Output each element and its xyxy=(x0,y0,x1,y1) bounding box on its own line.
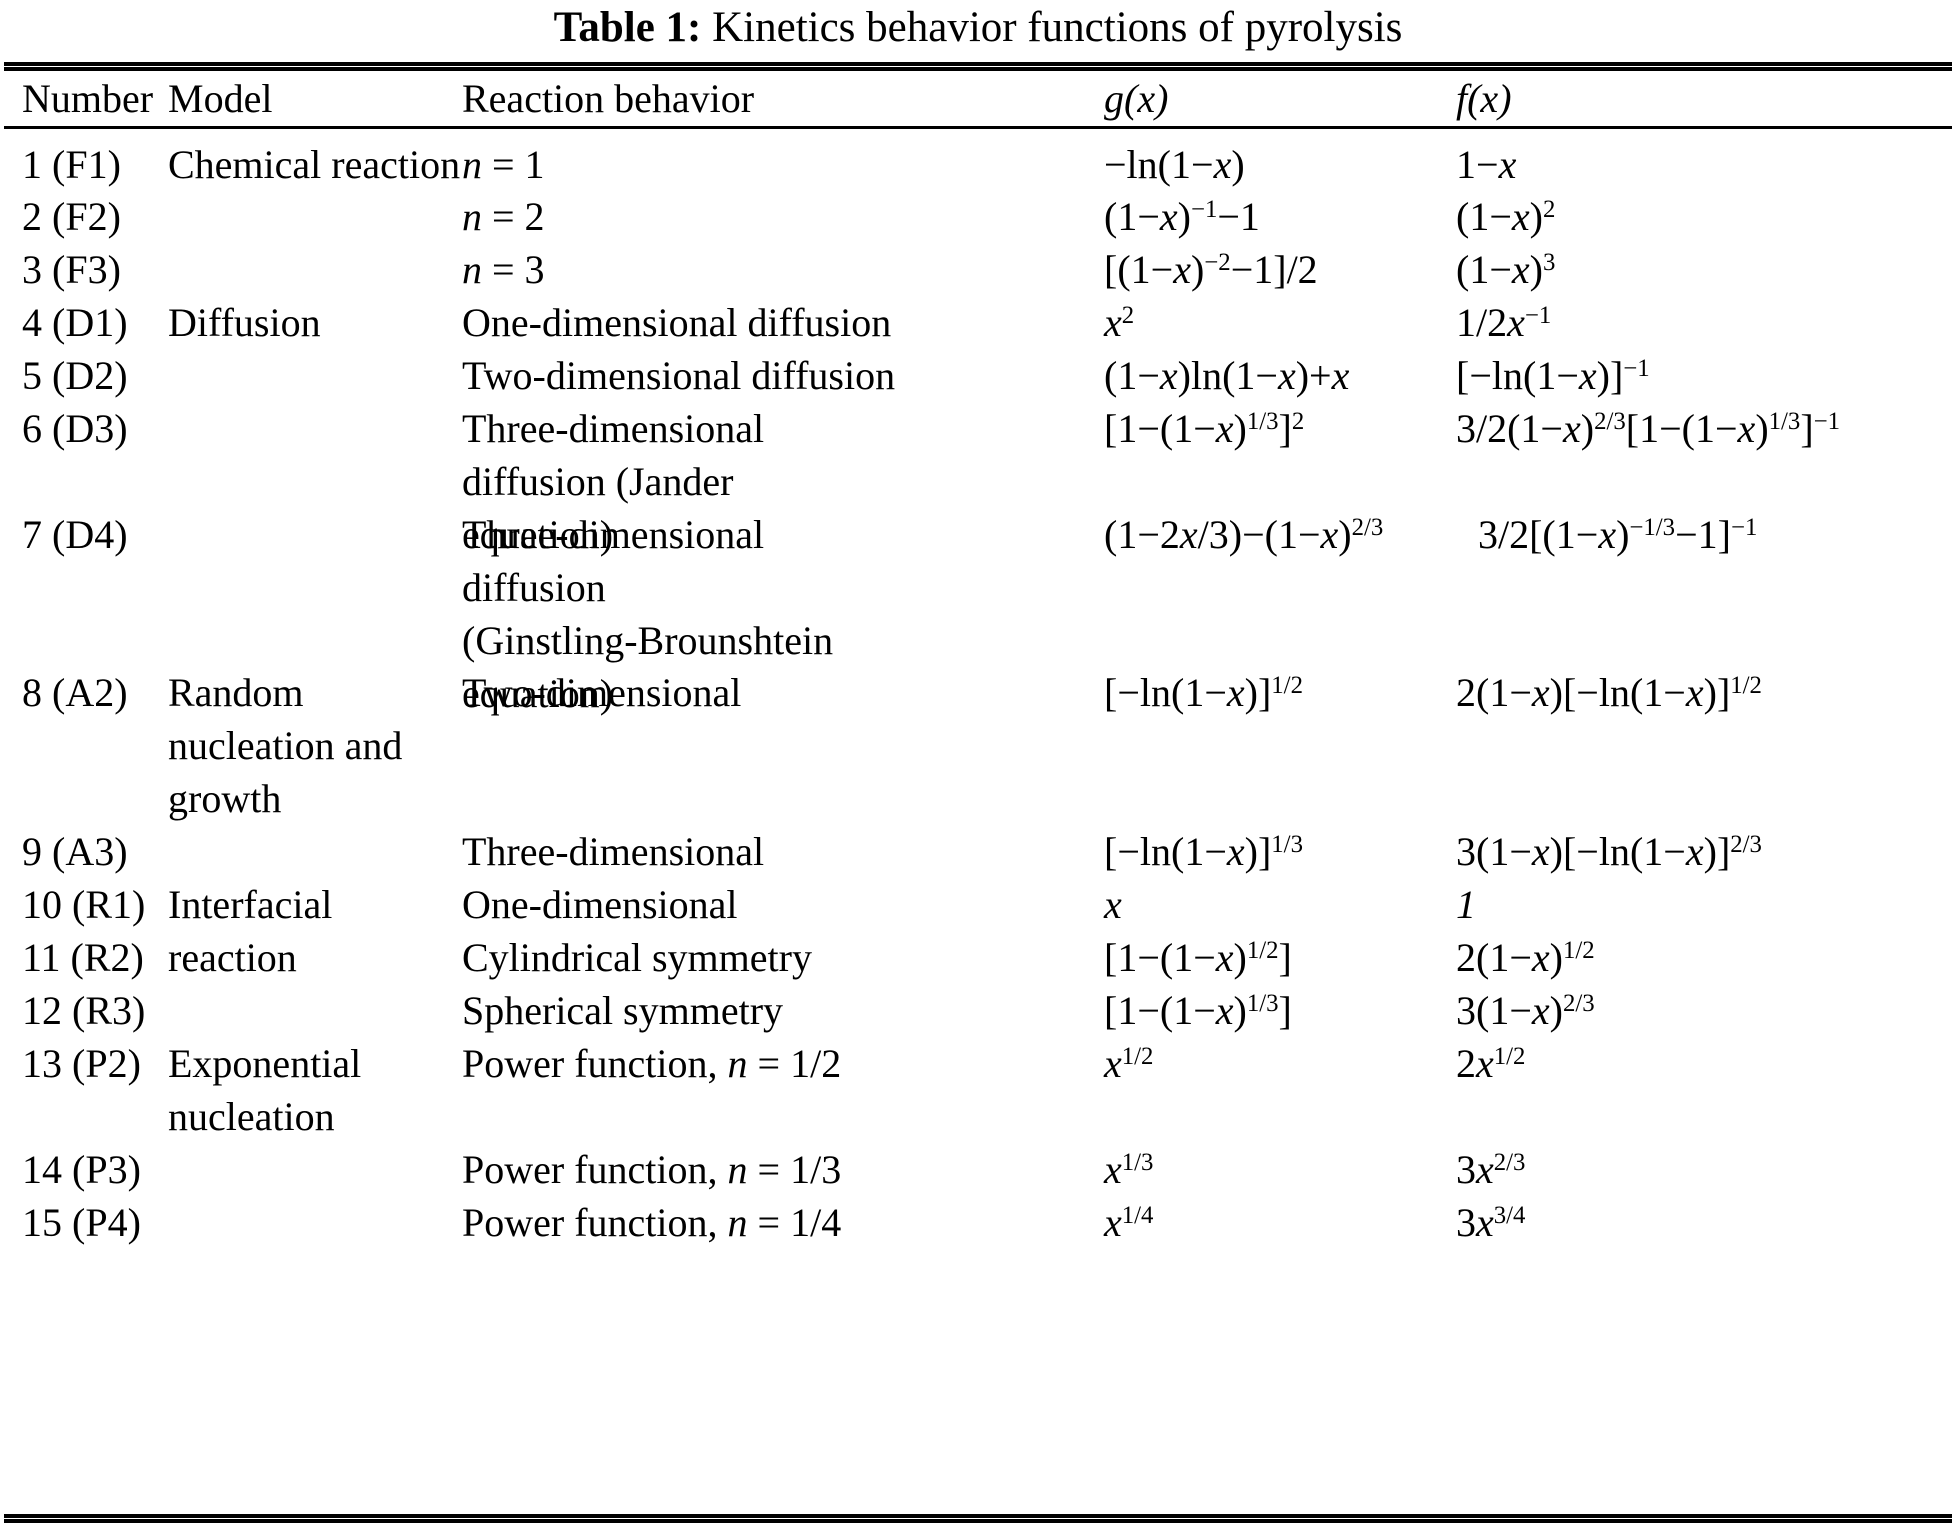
table-header-rule xyxy=(4,126,1952,129)
row-gx: (1−x)−1−1 xyxy=(1104,194,1260,239)
row-gx: [1−(1−x)1/3] xyxy=(1104,988,1292,1033)
row-behavior: Two-dimensional diffusion xyxy=(462,353,896,398)
row-number: 12 (R3) xyxy=(22,988,146,1033)
row-behavior: n = 2 xyxy=(462,194,545,239)
row-fx: 1−x xyxy=(1456,142,1517,187)
row-gx: x xyxy=(1104,882,1122,927)
table-bottom-rule xyxy=(4,1514,1952,1518)
row-model: Exponential nucleation xyxy=(168,1041,362,1139)
row-behavior: One-dimensional xyxy=(462,882,738,927)
row-number: 10 (R1) xyxy=(22,882,146,927)
row-behavior: Three-dimensional xyxy=(462,829,765,874)
column-header-number: Number xyxy=(22,76,154,121)
row-fx: 2x1/2 xyxy=(1456,1041,1526,1086)
row-behavior: Two-dimensional xyxy=(462,670,742,715)
row-number: 5 (D2) xyxy=(22,353,128,398)
row-number: 8 (A2) xyxy=(22,670,128,715)
column-header-model: Model xyxy=(168,76,273,121)
row-fx: (1−x)3 xyxy=(1456,247,1556,292)
row-behavior: Power function, n = 1/2 xyxy=(462,1041,842,1086)
row-number: 9 (A3) xyxy=(22,829,128,874)
caption-label: Table 1: xyxy=(553,4,702,51)
row-fx: 3/2[(1−x)−1/3−1]−1 xyxy=(1478,512,1758,557)
row-gx: [(1−x)−2−1]/2 xyxy=(1104,247,1318,292)
column-header-gx: g(x) xyxy=(1104,76,1169,121)
row-number: 15 (P4) xyxy=(22,1200,141,1245)
row-behavior: n = 1 xyxy=(462,142,545,187)
caption-text: Kinetics behavior functions of pyrolysis xyxy=(712,4,1403,51)
row-number: 6 (D3) xyxy=(22,406,128,451)
row-model: Chemical reaction xyxy=(168,142,461,187)
row-model: Diffusion xyxy=(168,300,321,345)
row-behavior: One-dimensional diffusion xyxy=(462,300,892,345)
row-fx: 3/2(1−x)2/3[1−(1−x)1/3]−1 xyxy=(1456,406,1841,451)
row-gx: [1−(1−x)1/3]2 xyxy=(1104,406,1305,451)
row-number: 11 (R2) xyxy=(22,935,144,980)
row-fx: 3x2/3 xyxy=(1456,1147,1526,1192)
row-number: 7 (D4) xyxy=(22,512,128,557)
row-gx: (1−x)ln(1−x)+x xyxy=(1104,353,1350,398)
row-fx: 1 xyxy=(1456,882,1476,927)
row-behavior: n = 3 xyxy=(462,247,545,292)
row-fx: 3x3/4 xyxy=(1456,1200,1526,1245)
row-behavior: Cylindrical symmetry xyxy=(462,935,812,980)
row-gx: x2 xyxy=(1104,300,1135,345)
row-number: 4 (D1) xyxy=(22,300,128,345)
row-number: 2 (F2) xyxy=(22,194,121,239)
table-top-rule xyxy=(4,62,1952,66)
row-gx: [1−(1−x)1/2] xyxy=(1104,935,1292,980)
row-fx: 2(1−x)1/2 xyxy=(1456,935,1595,980)
row-fx: [−ln(1−x)]−1 xyxy=(1456,353,1650,398)
row-fx: (1−x)2 xyxy=(1456,194,1556,239)
row-fx: 1/2x−1 xyxy=(1456,300,1552,345)
row-gx: x1/4 xyxy=(1104,1200,1154,1245)
column-header-reaction-behavior: Reaction behavior xyxy=(462,76,755,121)
row-gx: x1/2 xyxy=(1104,1041,1154,1086)
row-fx: 3(1−x)[−ln(1−x)]2/3 xyxy=(1456,829,1762,874)
row-gx: −ln(1−x) xyxy=(1104,142,1245,187)
row-gx: [−ln(1−x)]1/3 xyxy=(1104,829,1303,874)
row-gx: x1/3 xyxy=(1104,1147,1154,1192)
table-caption: Table 1: Kinetics behavior functions of … xyxy=(0,0,1956,54)
row-behavior: Three-dimensional diffusion (Jander equat… xyxy=(462,406,765,557)
row-gx: (1−2x/3)−(1−x)2/3 xyxy=(1104,512,1384,557)
row-model: Interfacial reaction xyxy=(168,882,333,980)
row-gx: [−ln(1−x)]1/2 xyxy=(1104,670,1303,715)
row-behavior: Spherical symmetry xyxy=(462,988,784,1033)
row-behavior: Power function, n = 1/4 xyxy=(462,1200,842,1245)
column-header-fx: f(x) xyxy=(1456,76,1512,121)
row-number: 13 (P2) xyxy=(22,1041,141,1086)
row-number: 3 (F3) xyxy=(22,247,121,292)
row-number: 14 (P3) xyxy=(22,1147,141,1192)
row-fx: 2(1−x)[−ln(1−x)]1/2 xyxy=(1456,670,1762,715)
row-behavior: Power function, n = 1/3 xyxy=(462,1147,842,1192)
row-number: 1 (F1) xyxy=(22,142,121,187)
row-model: Random nucleation and growth xyxy=(168,670,403,821)
row-fx: 3(1−x)2/3 xyxy=(1456,988,1595,1033)
row-behavior: Three-dimensional diffusion (Ginstling-Bro… xyxy=(462,512,834,716)
